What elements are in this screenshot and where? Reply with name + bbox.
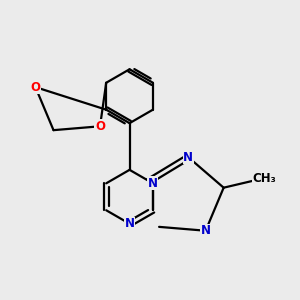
- Text: N: N: [201, 224, 211, 237]
- Text: N: N: [183, 151, 193, 164]
- Text: O: O: [30, 81, 40, 94]
- Text: CH₃: CH₃: [253, 172, 276, 184]
- Text: N: N: [148, 177, 158, 190]
- Text: N: N: [124, 217, 135, 230]
- Text: O: O: [95, 120, 105, 133]
